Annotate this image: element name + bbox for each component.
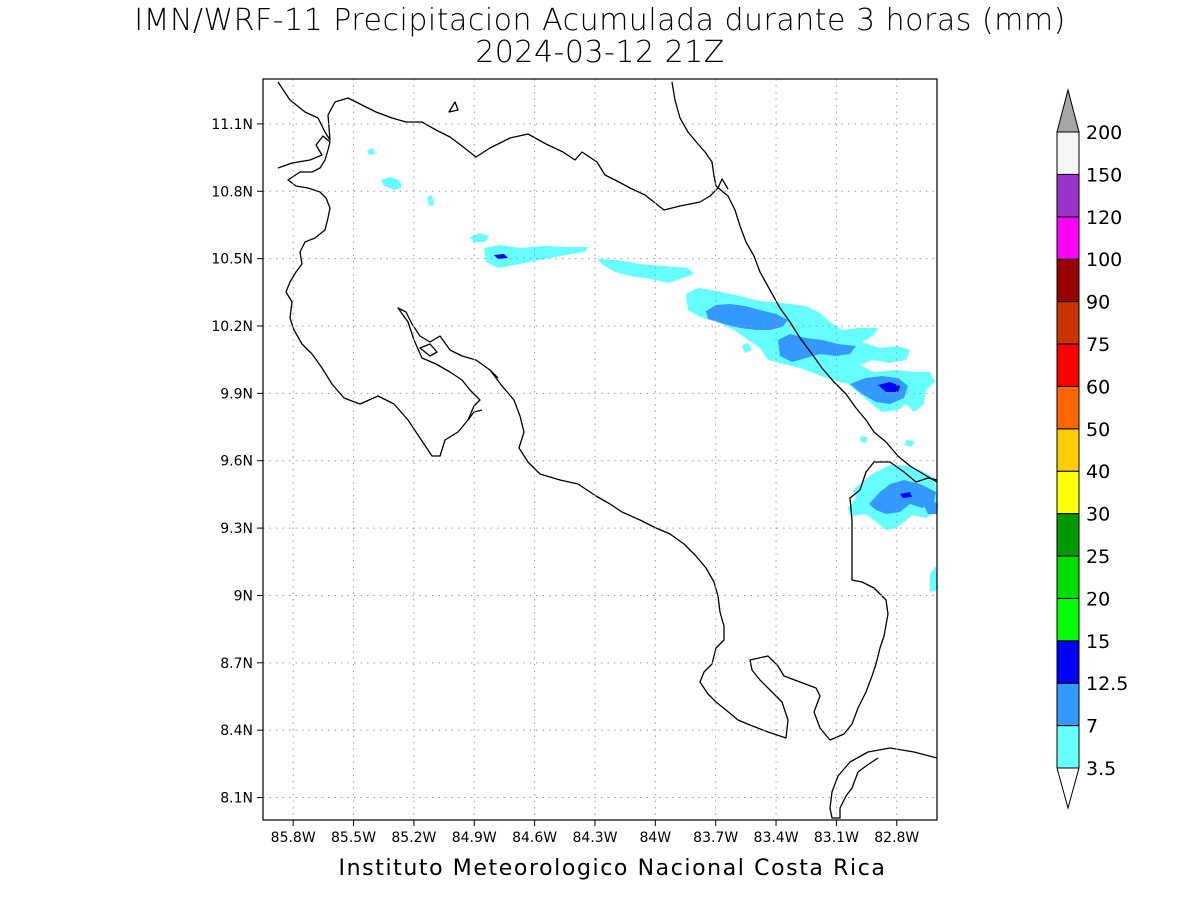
legend-color-box [1056, 131, 1080, 175]
map-frame [262, 78, 938, 821]
lon-tick-label: 85.2W [391, 830, 436, 846]
legend-level-label: 25 [1086, 546, 1110, 568]
lon-tick-label: 83.1W [814, 830, 859, 846]
legend-color-box [1056, 555, 1080, 599]
legend-color-box [1056, 725, 1080, 769]
lon-tick-label: 82.8W [874, 830, 919, 846]
legend-color-box [1056, 173, 1080, 218]
legend-level-label: 15 [1086, 631, 1110, 653]
legend-color-box [1056, 216, 1080, 260]
lat-tick-label: 8.4N [220, 723, 253, 739]
legend-level-label: 7 [1086, 716, 1098, 738]
legend-color-box [1056, 470, 1080, 515]
lon-tick-label: 84.3W [572, 830, 617, 846]
institution-credit: Instituto Meteorologico Nacional Costa R… [338, 856, 887, 881]
map-gridlines [263, 79, 937, 820]
legend-color-box [1056, 513, 1080, 557]
lat-tick-label: 9N [234, 588, 253, 604]
legend-level-label: 12.5 [1086, 673, 1128, 695]
legend-level-label: 75 [1086, 334, 1110, 356]
nicoya-island [419, 343, 438, 357]
pacific-coast-central [489, 369, 739, 721]
lat-tick-label: 9.3N [220, 521, 253, 537]
lat-tick-label: 10.2N [211, 319, 253, 335]
map-title: IMN/WRF-11 Precipitacion Acumulada duran… [134, 3, 1066, 38]
nicaragua-lake-island [448, 101, 459, 113]
legend-level-label: 50 [1086, 419, 1110, 441]
legend-level-label: 40 [1086, 461, 1110, 483]
legend-color-box [1056, 428, 1080, 472]
legend-level-label: 30 [1086, 504, 1110, 526]
legend-color-box [1056, 258, 1080, 303]
nicaragua-border [277, 81, 729, 211]
legend-color-box [1056, 343, 1080, 387]
lat-tick-label: 9.9N [220, 386, 253, 402]
legend-level-label: 120 [1086, 207, 1122, 229]
lon-tick-label: 84W [639, 830, 671, 846]
legend-color-box [1056, 385, 1080, 430]
color-legend: 3.5 7 12.5 15 20 25 30 40 50 60 75 90 100 120 150 200 [1056, 88, 1128, 810]
lat-tick-label: 11.1N [211, 117, 253, 133]
legend-level-label: 150 [1086, 164, 1122, 186]
lat-tick-label: 9.6N [220, 454, 253, 470]
gulf-nicoya-detail [467, 409, 483, 421]
pacific-coast-north [277, 135, 499, 457]
legend-color-box [1056, 301, 1080, 345]
legend-level-label: 90 [1086, 292, 1110, 314]
lon-tick-label: 83.4W [754, 830, 799, 846]
burica-peninsula [829, 747, 938, 819]
legend-below-min-triangle [1056, 767, 1080, 810]
lon-tick-label: 84.9W [452, 830, 497, 846]
legend-level-label: 20 [1086, 588, 1110, 610]
precip-area-7 [706, 304, 938, 514]
legend-level-label: 3.5 [1086, 758, 1116, 780]
lon-tick-label: 85.5W [331, 830, 376, 846]
lat-tick-label: 8.7N [220, 656, 253, 672]
legend-color-box [1056, 597, 1080, 642]
precip-area-12.5 [494, 254, 912, 498]
lat-tick-label: 10.5N [211, 252, 253, 268]
legend-color-box [1056, 682, 1080, 727]
lon-tick-label: 85.8W [271, 830, 316, 846]
osa-peninsula [737, 461, 938, 741]
map-axis-labels: 11.1N 10.8N 10.5N 10.2N 9.9N 9.6N 9.3N 9N 8.7N 8.… [211, 117, 919, 846]
legend-level-label: 200 [1086, 122, 1122, 144]
legend-color-box [1056, 640, 1080, 684]
lon-tick-label: 84.6W [512, 830, 557, 846]
legend-above-max-triangle [1056, 88, 1080, 133]
lon-tick-label: 83.7W [693, 830, 738, 846]
caribbean-coast [671, 81, 938, 483]
legend-level-label: 100 [1086, 249, 1122, 271]
map-valid-time: 2024-03-12 21Z [475, 35, 725, 70]
lat-tick-label: 10.8N [211, 184, 253, 200]
legend-level-label: 60 [1086, 376, 1110, 398]
coastlines-and-borders [277, 81, 938, 819]
lat-tick-label: 8.1N [220, 791, 253, 807]
